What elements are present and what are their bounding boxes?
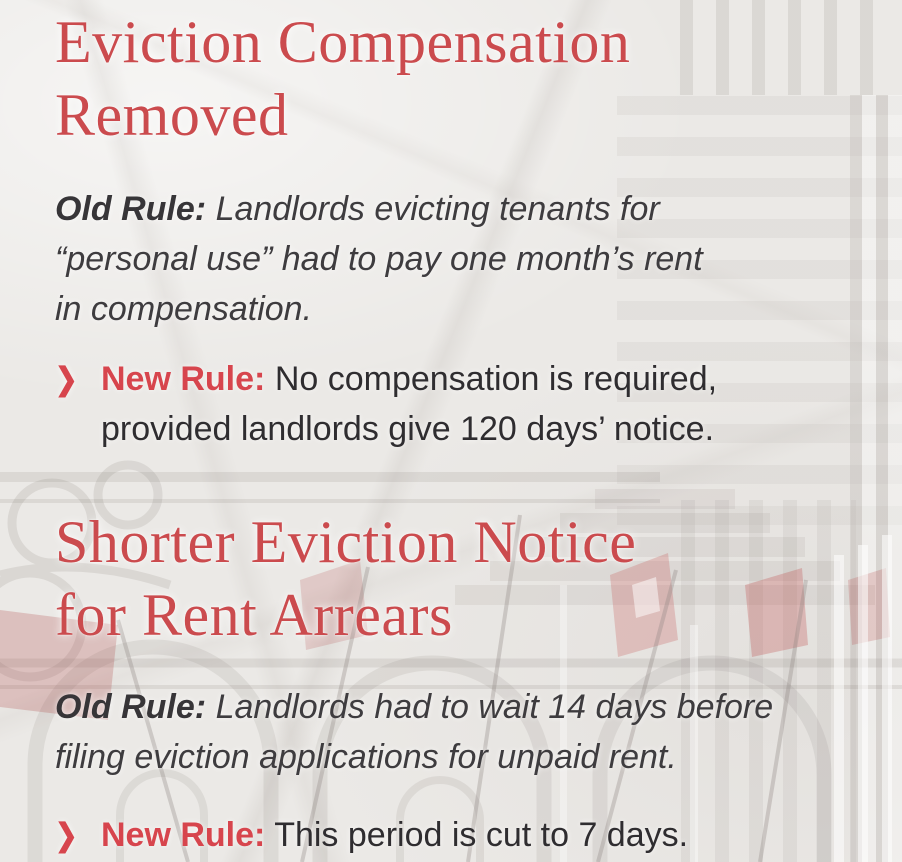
old-rule-label: Old Rule: (55, 688, 207, 726)
section-2-old-rule: Old Rule: Landlords had to wait 14 days … (55, 682, 872, 782)
stripe-pattern-top-right (680, 0, 880, 95)
chevron-right-icon: ❯ (55, 817, 78, 853)
new-rule-line: New Rule: No compensation is required, (101, 354, 717, 404)
section-1-old-rule: Old Rule: Landlords evicting tenants for… (55, 184, 872, 334)
new-rule-line: New Rule: This period is cut to 7 days. (101, 810, 688, 860)
infographic-content: Eviction Compensation Removed Old Rule: … (0, 6, 902, 860)
stripe-bands-right (617, 95, 902, 525)
new-rule-label: New Rule: (101, 816, 266, 854)
section-2-new-rule: ❯ New Rule: This period is cut to 7 days… (55, 810, 872, 860)
title-line: Shorter Eviction Notice (55, 509, 637, 575)
old-rule-text: Landlords had to wait 14 days before (215, 688, 774, 726)
title-line: for Rent Arrears (55, 582, 453, 648)
old-rule-line: Old Rule: Landlords had to wait 14 days … (55, 682, 872, 732)
section-1-new-rule: ❯ New Rule: No compensation is required,… (55, 354, 872, 454)
new-rule-lines: New Rule: No compensation is required, p… (101, 354, 717, 454)
title-line: Removed (55, 82, 289, 148)
new-rule-line: provided landlords give 120 days’ notice… (101, 410, 715, 448)
new-rule-text: This period is cut to 7 days. (274, 816, 689, 854)
stripe-column-lower-right (681, 500, 856, 862)
parliament-building-photo (0, 460, 902, 862)
old-rule-line: filing eviction applications for unpaid … (55, 738, 677, 776)
section-1-title: Eviction Compensation Removed (55, 6, 872, 152)
old-rule-text: Landlords evicting tenants for (215, 190, 660, 228)
new-rule-lines: New Rule: This period is cut to 7 days. (101, 810, 688, 860)
section-2-title: Shorter Eviction Notice for Rent Arrears (55, 506, 872, 652)
title-line: Eviction Compensation (55, 9, 631, 75)
new-rule-text: No compensation is required, (274, 360, 718, 398)
old-rule-line: “personal use” had to pay one month’s re… (55, 240, 703, 278)
new-rule-label: New Rule: (101, 360, 266, 398)
chevron-right-icon: ❯ (55, 361, 78, 397)
old-rule-line: in compensation. (55, 290, 313, 328)
old-rule-line: Old Rule: Landlords evicting tenants for (55, 184, 872, 234)
old-rule-label: Old Rule: (55, 190, 207, 228)
